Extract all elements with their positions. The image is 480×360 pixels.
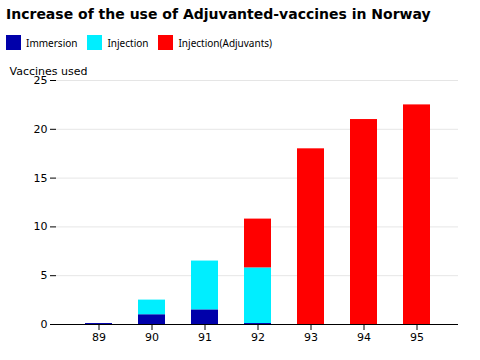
svg-text:0: 0 bbox=[41, 318, 48, 331]
html-text:Increase of the use of Adjuvan: Increase of the use of Adjuvanted-vaccin… bbox=[6, 6, 431, 22]
svg-text:15: 15 bbox=[34, 172, 48, 185]
svg-text:92: 92 bbox=[251, 331, 265, 344]
svg-text:89: 89 bbox=[92, 331, 106, 344]
svg-text:20: 20 bbox=[34, 123, 48, 136]
svg-text:95: 95 bbox=[410, 331, 424, 344]
svg-text:90: 90 bbox=[145, 331, 159, 344]
svg-text:94: 94 bbox=[357, 331, 371, 344]
html-text:Injection: Injection bbox=[107, 35, 149, 50]
svg-text:93: 93 bbox=[304, 331, 318, 344]
svg-text:10: 10 bbox=[34, 220, 48, 233]
svg-text:91: 91 bbox=[198, 331, 212, 344]
svg-text:5: 5 bbox=[41, 269, 48, 282]
svg-text:Vaccines used: Vaccines used bbox=[10, 65, 88, 78]
html-text:Immersion: Immersion bbox=[26, 35, 78, 50]
svg-text:25: 25 bbox=[33, 74, 48, 87]
html-text:Injection(Adjuvants): Injection(Adjuvants) bbox=[178, 35, 273, 50]
